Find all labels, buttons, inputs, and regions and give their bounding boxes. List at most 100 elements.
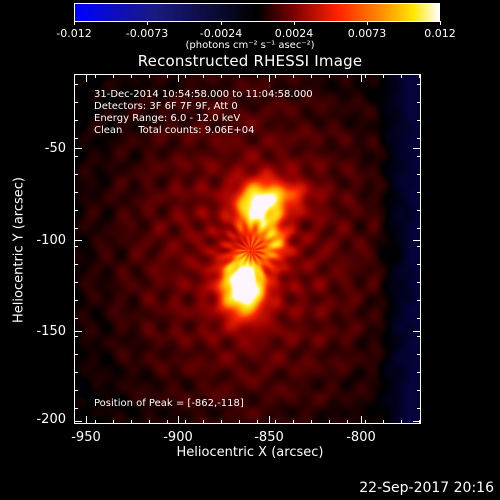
axis-tick — [74, 421, 82, 422]
axis-tick — [113, 74, 114, 78]
axis-tick — [74, 354, 78, 355]
colorbar-tick-label: -0.012 — [56, 27, 92, 40]
axis-tick — [383, 420, 384, 424]
axis-tick — [417, 228, 421, 229]
axis-tick — [74, 102, 78, 103]
axis-tick — [74, 174, 78, 175]
axis-tick — [311, 74, 312, 78]
axis-tick — [74, 228, 78, 229]
axis-tick — [257, 74, 258, 78]
axis-tick — [365, 74, 366, 78]
axis-tick — [74, 120, 78, 121]
axis-tick — [417, 192, 421, 193]
axis-tick — [417, 120, 421, 121]
axis-tick — [74, 282, 78, 283]
axis-tick — [95, 420, 96, 424]
y-tick-label: -100 — [36, 233, 66, 248]
axis-tick — [74, 390, 78, 391]
axis-tick — [178, 74, 179, 82]
axis-tick — [329, 420, 330, 424]
axis-tick — [86, 416, 87, 424]
axis-tick — [417, 264, 421, 265]
axis-tick — [74, 408, 78, 409]
axis-tick — [167, 74, 168, 78]
axis-tick — [417, 336, 421, 337]
axis-tick — [74, 192, 78, 193]
axis-tick — [361, 74, 362, 82]
colorbar — [74, 3, 440, 22]
axis-tick — [74, 372, 78, 373]
axis-tick — [401, 420, 402, 424]
annotation-peak: Position of Peak = [-862,-118] — [94, 398, 244, 409]
axis-tick — [74, 264, 78, 265]
axis-tick — [74, 318, 78, 319]
axis-tick — [74, 336, 78, 337]
colorbar-tick-label: 0.012 — [424, 27, 456, 40]
axis-tick — [239, 420, 240, 424]
flare-image — [75, 75, 420, 423]
axis-tick — [417, 84, 421, 85]
axis-tick — [74, 138, 78, 139]
plot-title: Reconstructed RHESSI Image — [137, 52, 363, 70]
axis-tick — [365, 420, 366, 424]
axis-tick — [275, 74, 276, 78]
axis-tick — [417, 354, 421, 355]
colorbar-tick-mark — [440, 21, 441, 25]
axis-tick — [401, 74, 402, 78]
colorbar-units: (photons cm⁻² s⁻¹ asec⁻²) — [185, 40, 315, 51]
axis-tick — [419, 74, 420, 78]
colorbar-tick-mark — [367, 21, 368, 25]
y-tick-label: -200 — [36, 412, 66, 427]
axis-tick — [74, 84, 78, 85]
y-axis-label: Heliocentric Y (arcsec) — [11, 177, 27, 323]
axis-tick — [131, 420, 132, 424]
axis-tick — [417, 282, 421, 283]
annotation-energy: Energy Range: 6.0 - 12.0 keV — [94, 113, 241, 124]
axis-tick — [347, 74, 348, 78]
x-axis-label: Heliocentric X (arcsec) — [176, 445, 324, 460]
axis-tick — [257, 420, 258, 424]
axis-tick — [239, 74, 240, 78]
axis-tick — [74, 210, 78, 211]
annotation-clean: Clean Total counts: 9.06E+04 — [94, 125, 255, 136]
axis-tick — [417, 138, 421, 139]
annotation-detectors: Detectors: 3F 6F 7F 9F, Att 0 — [94, 101, 238, 112]
axis-tick — [293, 420, 294, 424]
x-tick-label: -950 — [71, 430, 101, 445]
axis-tick — [413, 240, 421, 241]
axis-tick — [413, 148, 421, 149]
y-tick-label: -50 — [44, 141, 66, 156]
axis-tick — [413, 331, 421, 332]
axis-tick — [74, 331, 82, 332]
axis-tick — [203, 420, 204, 424]
axis-tick — [167, 420, 168, 424]
colorbar-tick-mark — [147, 21, 148, 25]
axis-tick — [185, 420, 186, 424]
axis-tick — [311, 420, 312, 424]
image-plot-area: 31-Dec-2014 10:54:58.000 to 11:04:58.000… — [74, 74, 421, 424]
colorbar-tick-mark — [74, 21, 75, 25]
axis-tick — [417, 174, 421, 175]
axis-tick — [419, 420, 420, 424]
axis-tick — [417, 390, 421, 391]
axis-tick — [417, 210, 421, 211]
colorbar-tick-mark — [294, 21, 295, 25]
axis-tick — [74, 240, 82, 241]
axis-tick — [178, 416, 179, 424]
x-tick-label: -800 — [346, 430, 376, 445]
axis-tick — [417, 372, 421, 373]
colorbar-tick-label: -0.0024 — [199, 27, 243, 40]
axis-tick — [383, 74, 384, 78]
colorbar-tick-label: 0.0024 — [274, 27, 314, 40]
x-tick-label: -850 — [254, 430, 284, 445]
axis-tick — [417, 408, 421, 409]
colorbar-tick-label: -0.0073 — [125, 27, 169, 40]
axis-tick — [417, 246, 421, 247]
axis-tick — [86, 74, 87, 82]
axis-tick — [74, 156, 78, 157]
axis-tick — [275, 420, 276, 424]
axis-tick — [329, 74, 330, 78]
axis-tick — [113, 420, 114, 424]
axis-tick — [74, 300, 78, 301]
axis-tick — [417, 156, 421, 157]
